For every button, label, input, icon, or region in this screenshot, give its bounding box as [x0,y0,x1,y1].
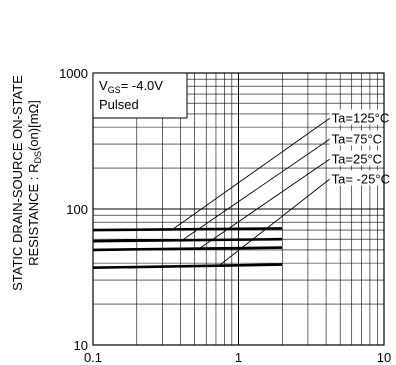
y-tick-labels: 10 100 1000 [59,66,88,353]
series-label-3: Ta= -25°C [332,171,390,186]
plot-frame [92,72,385,346]
vgs-condition-label: VGS= -4.0V [99,78,163,95]
x-tick-label-2: 10 [377,350,391,365]
pulsed-condition-label: Pulsed [99,97,139,112]
leader-line-3 [220,178,331,265]
leader-line-0 [173,117,331,229]
x-tick-labels: 0.1 1 10 [84,350,391,365]
series-label-1: Ta=75°C [332,131,382,146]
series-label-bg-3 [329,170,396,186]
series-line-2 [92,246,283,252]
leader-line-1 [183,138,331,240]
y-tick-label-2: 1000 [59,66,88,81]
conditions-box: VGS= -4.0V Pulsed [92,72,188,119]
y-axis-label-line2: RESISTANCE : RDS(on)[mΩ] [26,100,43,266]
series-line-3 [92,263,283,269]
series-lines [92,227,283,269]
y-axis-label-line1: STATIC DRAIN-SOURCE ON-STATE [10,75,25,291]
series-labels: Ta=125°C Ta=75°C Ta=25°C Ta= -25°C [329,109,396,186]
x-tick-label-1: 1 [235,350,242,365]
series-label-bg-2 [329,150,385,166]
y-tick-label-1: 100 [66,202,88,217]
series-line-0 [92,227,283,232]
x-tick-label-0: 0.1 [84,350,102,365]
y-axis-label: STATIC DRAIN-SOURCE ON-STATE RESISTANCE … [10,75,43,291]
series-label-bg-1 [329,130,385,146]
series-label-0: Ta=125°C [332,111,390,126]
leader-line-2 [200,158,331,248]
y-tick-label-0: 10 [74,338,88,353]
series-label-2: Ta=25°C [332,152,382,167]
series-leader-lines [173,117,331,265]
series-label-bg-0 [329,109,393,125]
series-line-1 [92,237,283,243]
